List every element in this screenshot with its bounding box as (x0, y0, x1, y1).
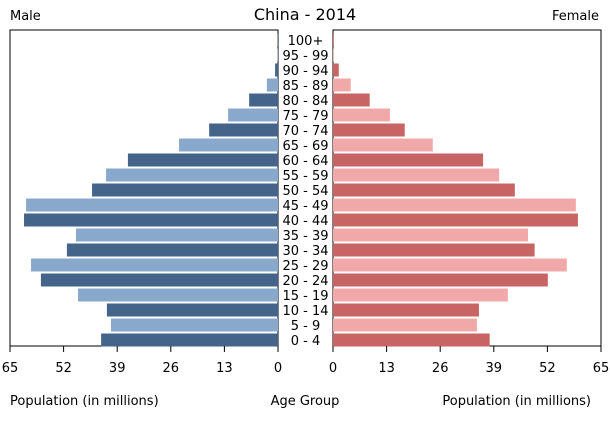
male-bar-80-84 (249, 94, 278, 107)
female-bar-20-24 (333, 274, 548, 287)
age-group-label: 75 - 79 (282, 109, 328, 124)
female-x-tick-label: 39 (486, 361, 503, 376)
age-group-label: 25 - 29 (282, 259, 328, 274)
male-x-tick-label: 39 (109, 361, 126, 376)
male-bar-15-19 (78, 289, 278, 302)
male-bar-40-44 (24, 214, 278, 227)
female-bar-5-9 (333, 319, 477, 332)
age-group-label: 35 - 39 (282, 229, 328, 244)
female-bar-100+ (333, 34, 334, 47)
age-group-label: 30 - 34 (282, 244, 328, 259)
female-x-tick-label: 65 (593, 361, 610, 376)
male-bar-5-9 (111, 319, 278, 332)
age-group-label: 15 - 19 (282, 289, 328, 304)
male-x-tick-label: 26 (163, 361, 180, 376)
age-group-label: 10 - 14 (282, 304, 328, 319)
male-bar-25-29 (31, 259, 278, 272)
female-bar-70-74 (333, 124, 405, 137)
female-bar-45-49 (333, 199, 576, 212)
male-bar-65-69 (179, 139, 278, 152)
age-group-label: 0 - 4 (291, 334, 321, 349)
male-bar-35-39 (76, 229, 278, 242)
female-bar-75-79 (333, 109, 390, 122)
male-label: Male (10, 9, 41, 24)
age-group-label: 65 - 69 (282, 139, 328, 154)
age-group-axis-label: Age Group (271, 394, 340, 409)
male-x-tick-label: 13 (216, 361, 233, 376)
age-group-label: 100+ (288, 34, 324, 49)
male-bar-55-59 (106, 169, 278, 182)
female-bar-90-94 (333, 64, 339, 77)
chart-title: China - 2014 (254, 5, 356, 24)
male-bar-85-89 (267, 79, 278, 92)
male-bar-75-79 (228, 109, 278, 122)
female-bar-80-84 (333, 94, 370, 107)
female-bar-60-64 (333, 154, 483, 167)
female-x-axis-label: Population (in millions) (442, 394, 591, 409)
female-bar-85-89 (333, 79, 351, 92)
age-group-label: 5 - 9 (291, 319, 321, 334)
female-bar-25-29 (333, 259, 567, 272)
male-x-tick-label: 52 (55, 361, 72, 376)
female-bar-35-39 (333, 229, 528, 242)
female-bar-40-44 (333, 214, 578, 227)
female-x-tick-label: 52 (539, 361, 556, 376)
female-bar-55-59 (333, 169, 499, 182)
male-bar-20-24 (41, 274, 278, 287)
age-group-label: 70 - 74 (282, 124, 328, 139)
male-x-tick-label: 0 (274, 361, 282, 376)
age-group-label: 20 - 24 (282, 274, 328, 289)
age-group-label: 85 - 89 (282, 79, 328, 94)
female-label: Female (552, 9, 599, 24)
age-group-label: 50 - 54 (282, 184, 328, 199)
female-x-tick-label: 13 (378, 361, 395, 376)
male-x-tick-label: 65 (2, 361, 19, 376)
age-group-label: 55 - 59 (282, 169, 328, 184)
male-x-axis-label: Population (in millions) (10, 394, 159, 409)
female-bar-50-54 (333, 184, 515, 197)
age-group-label: 90 - 94 (282, 64, 328, 79)
age-group-label: 95 - 99 (282, 49, 328, 64)
age-group-label: 60 - 64 (282, 154, 328, 169)
male-bar-60-64 (128, 154, 278, 167)
male-bar-30-34 (67, 244, 278, 257)
male-bar-90-94 (275, 64, 278, 77)
age-group-label: 40 - 44 (282, 214, 328, 229)
female-bar-30-34 (333, 244, 535, 257)
male-bar-50-54 (92, 184, 278, 197)
female-x-tick-label: 26 (432, 361, 449, 376)
female-bar-0-4 (333, 334, 490, 347)
female-bar-65-69 (333, 139, 433, 152)
age-group-label: 80 - 84 (282, 94, 328, 109)
female-x-tick-label: 0 (329, 361, 337, 376)
male-bar-45-49 (26, 199, 278, 212)
male-bar-0-4 (101, 334, 278, 347)
male-bar-10-14 (107, 304, 278, 317)
female-bar-15-19 (333, 289, 508, 302)
female-bar-10-14 (333, 304, 479, 317)
age-group-label: 45 - 49 (282, 199, 328, 214)
male-bar-70-74 (209, 124, 278, 137)
